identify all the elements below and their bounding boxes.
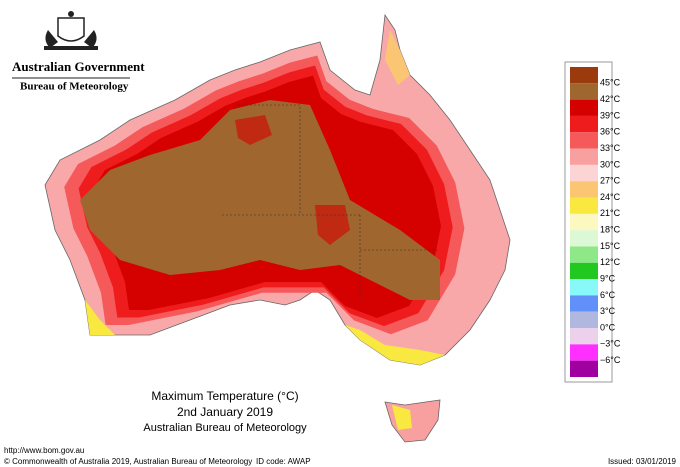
legend-label: 9°C (600, 273, 616, 283)
legend-label: 27°C (600, 176, 621, 186)
legend-swatch (570, 115, 598, 133)
legend-label: 33°C (600, 143, 621, 153)
legend-swatch (570, 164, 598, 182)
legend-swatch (570, 360, 598, 377)
legend-label: 3°C (600, 306, 616, 316)
legend-label: 45°C (600, 78, 621, 88)
map-title: Maximum Temperature (°C) (151, 389, 298, 403)
map-date: 2nd January 2019 (177, 405, 273, 419)
id-code: ID code: AWAP (256, 457, 311, 466)
legend-swatch (570, 99, 598, 116)
legend-swatch (570, 148, 598, 165)
legend-swatch (570, 295, 598, 312)
legend: 45°C 42°C 39°C 36°C 33°C 30°C 27°C 24°C 21°C 18°C… (570, 67, 621, 377)
url: http://www.bom.gov.au (4, 446, 84, 455)
copyright: © Commonwealth of Australia 2019, Austra… (4, 457, 252, 466)
legend-label: 6°C (600, 290, 616, 300)
legend-label: −3°C (600, 339, 621, 349)
legend-swatch (570, 67, 598, 84)
legend-swatch (570, 279, 598, 296)
legend-swatch (570, 230, 598, 247)
legend-label: 39°C (600, 110, 621, 120)
legend-swatch (570, 181, 598, 198)
legend-label: 18°C (600, 225, 621, 235)
legend-swatch (570, 213, 598, 231)
map-source: Australian Bureau of Meteorology (143, 422, 307, 434)
legend-label: 0°C (600, 322, 616, 332)
legend-label: 15°C (600, 241, 621, 251)
legend-swatch (570, 328, 598, 345)
crest (44, 11, 98, 50)
legend-label: 21°C (600, 208, 621, 218)
legend-swatch (570, 344, 598, 361)
legend-label: 36°C (600, 127, 621, 137)
issued: Issued: 03/01/2019 (608, 457, 677, 466)
legend-label: −6°C (600, 355, 621, 365)
legend-swatch (570, 132, 598, 149)
legend-label: 30°C (600, 159, 621, 169)
legend-swatch (570, 197, 598, 214)
legend-label: 24°C (600, 192, 621, 202)
legend-swatch (570, 246, 598, 263)
legend-swatch (570, 311, 598, 329)
government-name: Australian Government (12, 59, 145, 74)
legend-swatch (570, 262, 598, 280)
legend-swatch (570, 83, 598, 100)
legend-label: 12°C (600, 257, 621, 267)
agency-name: Bureau of Meteorology (20, 81, 129, 93)
australia-map (44, 13, 511, 443)
legend-label: 42°C (600, 94, 621, 104)
